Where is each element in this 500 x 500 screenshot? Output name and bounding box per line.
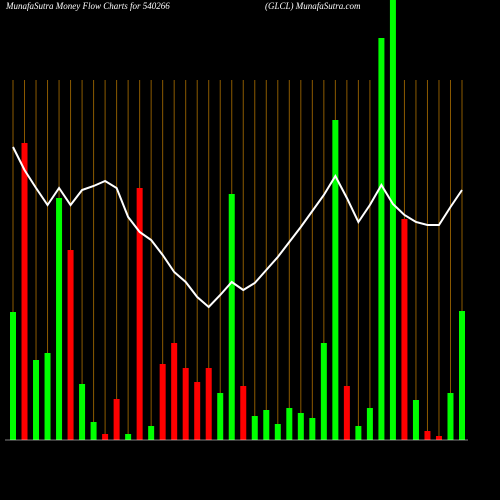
bar	[378, 38, 385, 440]
bar	[401, 219, 408, 440]
bar	[102, 434, 109, 440]
bar	[366, 408, 373, 440]
bar	[21, 143, 28, 440]
bar	[10, 312, 16, 440]
bar	[182, 368, 189, 440]
bar	[228, 194, 235, 440]
bar	[217, 393, 224, 440]
bar	[320, 343, 327, 440]
bar	[389, 0, 396, 440]
bar	[205, 368, 212, 440]
bar	[194, 382, 201, 440]
bar	[148, 426, 155, 440]
bar	[33, 360, 40, 440]
bar	[263, 410, 270, 440]
bar	[332, 120, 339, 440]
bar	[136, 188, 143, 440]
bar	[435, 436, 442, 440]
bar	[56, 198, 63, 440]
chart-subtitle: (GLCL) MunafaSutra.com	[265, 1, 361, 11]
bar	[79, 384, 86, 440]
bar	[159, 364, 166, 440]
bar	[44, 353, 51, 440]
bar	[67, 250, 74, 440]
bar	[113, 399, 120, 440]
bar	[125, 434, 132, 440]
bar	[355, 426, 362, 440]
bar	[297, 413, 304, 440]
bar	[240, 386, 247, 440]
bar	[424, 431, 431, 440]
bar	[274, 424, 281, 440]
bar	[309, 418, 316, 440]
chart-title: MunafaSutra Money Flow Charts for 540266	[5, 1, 170, 11]
bar	[412, 400, 419, 440]
money-flow-line	[12, 146, 463, 309]
bar	[90, 422, 97, 440]
bar	[343, 386, 350, 440]
bar	[459, 311, 465, 440]
bar	[447, 393, 454, 440]
bar	[286, 408, 293, 440]
bar	[251, 416, 258, 440]
bar	[171, 343, 178, 440]
